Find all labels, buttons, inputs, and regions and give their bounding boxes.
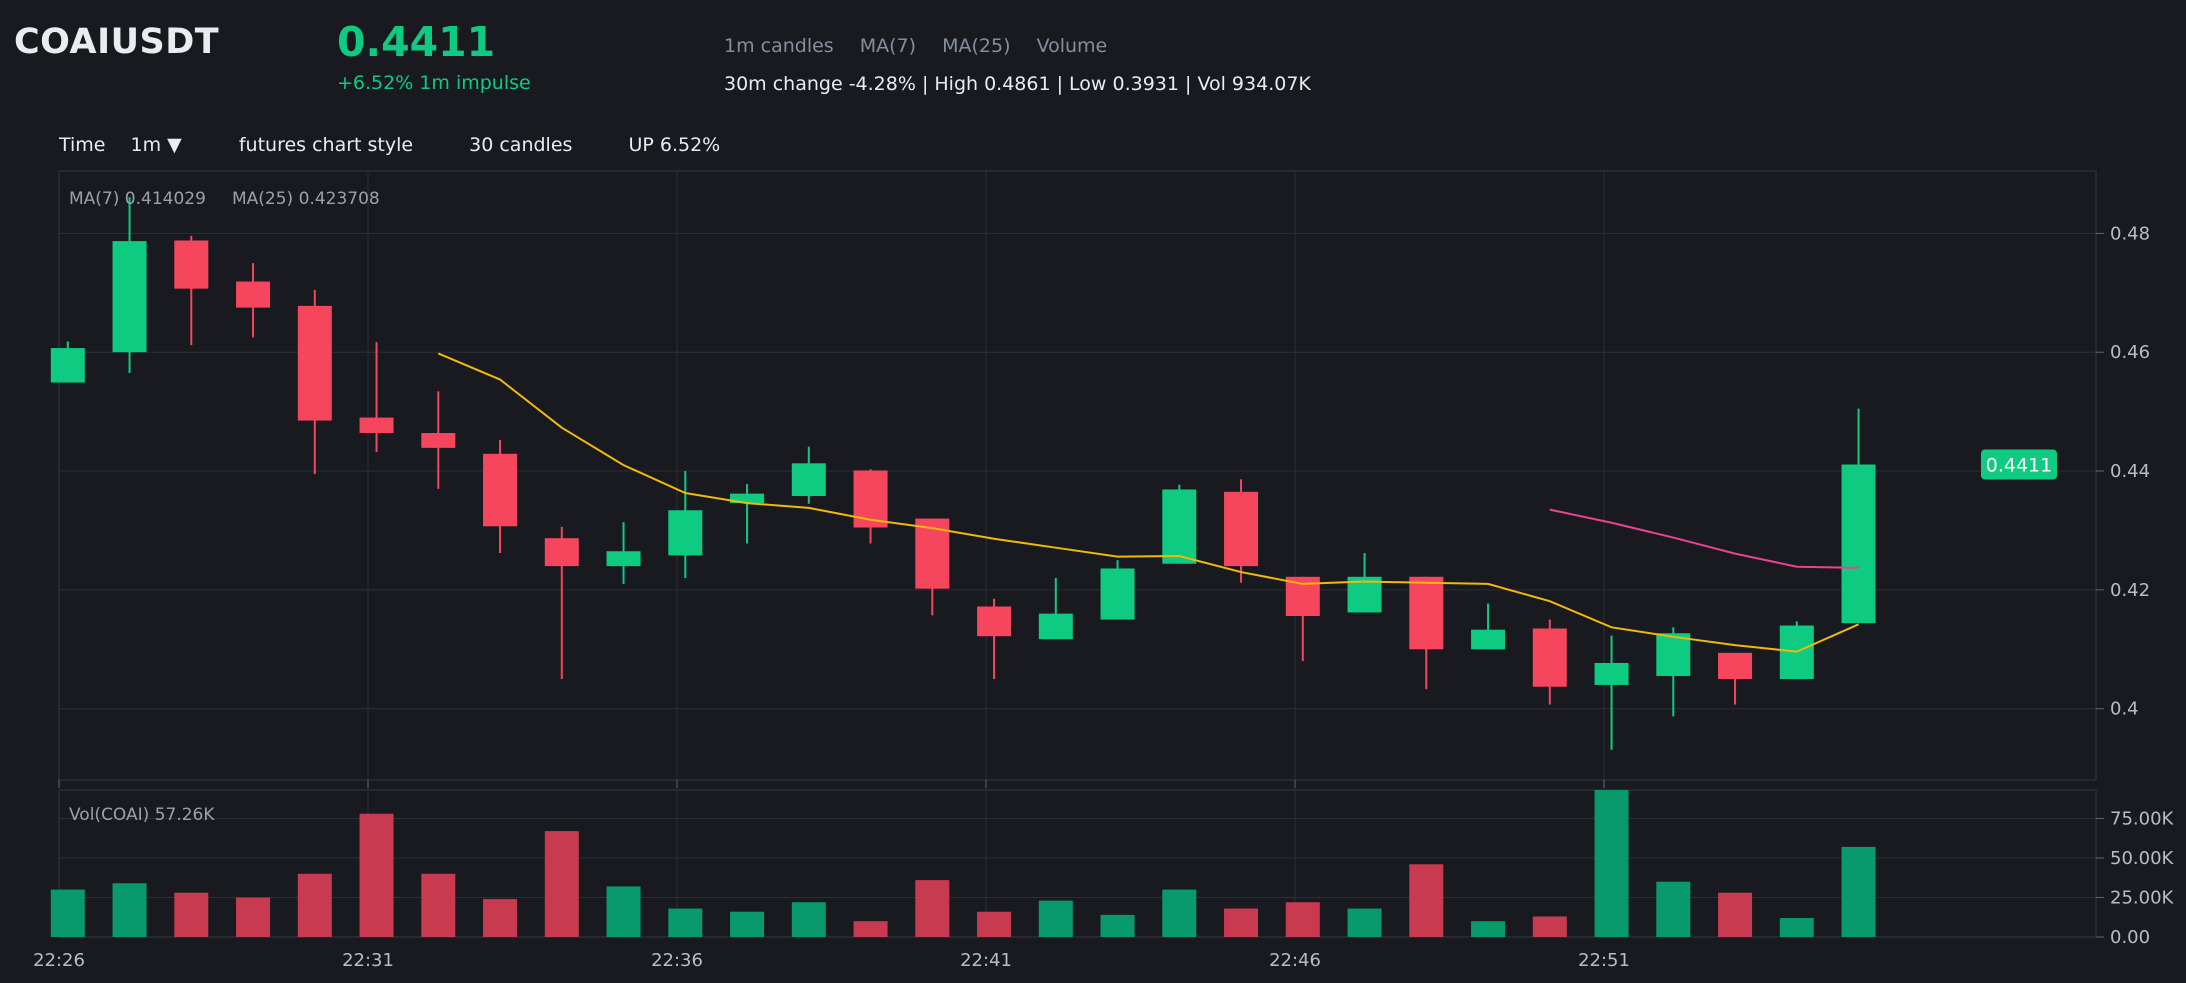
chart-style-button[interactable]: futures chart style <box>238 134 414 156</box>
volume-legend: Vol(COAI) 57.26K <box>69 805 215 825</box>
time-tick-label: 22:41 <box>960 950 1012 971</box>
ma7-legend: MA(7) 0.414029 <box>69 189 206 209</box>
volume-bar <box>1718 892 1753 937</box>
volume-bar <box>50 889 85 937</box>
time-tick-label: 22:26 <box>33 950 85 971</box>
candle-body <box>791 463 826 496</box>
volume-bar <box>359 813 394 937</box>
volume-tick-label: 75.00K <box>2110 808 2175 829</box>
price-tick-label: 0.48 <box>2110 223 2150 244</box>
volume-bar <box>297 873 332 937</box>
candle-body <box>483 453 518 527</box>
ma25-line <box>1549 508 1859 569</box>
candle-body <box>50 348 85 383</box>
candle-body <box>668 510 703 556</box>
volume-bar <box>1656 881 1691 937</box>
candle-body <box>421 433 456 448</box>
volume-bar <box>112 883 147 937</box>
candle-body <box>1718 652 1753 679</box>
price-tick-label: 0.44 <box>2110 461 2150 482</box>
summary-stats: 30m change -4.28% | High 0.4861 | Low 0.… <box>724 73 1311 95</box>
time-tick-label: 22:31 <box>342 950 394 971</box>
interval-dropdown[interactable]: 1m ▼ <box>130 134 182 156</box>
candle-body <box>236 281 271 308</box>
candle-body <box>1162 489 1197 564</box>
impulse-change: +6.52% 1m impulse <box>337 72 531 94</box>
volume-bar <box>791 902 826 937</box>
candle-body <box>1656 633 1691 677</box>
ma25-legend: MA(25) 0.423708 <box>232 189 380 209</box>
volume-bar <box>1594 790 1629 937</box>
candle-body <box>1841 464 1876 624</box>
volume-bar <box>606 886 641 937</box>
volume-tick-label: 50.00K <box>2110 848 2175 869</box>
volume-bar <box>174 892 209 937</box>
price-tick-label: 0.4 <box>2110 699 2139 720</box>
volume-bar <box>730 911 765 937</box>
volume-tick-label: 25.00K <box>2110 887 2175 908</box>
indicator-ma7[interactable]: MA(7) <box>859 35 917 57</box>
candle-body <box>174 240 209 289</box>
indicator-volume[interactable]: Volume <box>1036 35 1108 57</box>
last-price: 0.4411 <box>337 18 496 66</box>
volume-tick-label: 0.00 <box>2110 927 2150 948</box>
candle-body <box>544 538 579 567</box>
price-panel <box>58 170 2097 781</box>
candle-count: 30 candles <box>469 134 573 156</box>
last-price-badge <box>1981 449 2057 480</box>
price-tick-label: 0.46 <box>2110 342 2150 363</box>
candle-body <box>112 241 147 353</box>
candle-body <box>297 305 332 421</box>
volume-bar <box>1532 916 1567 937</box>
candle-body <box>730 493 765 504</box>
last-price-badge-label: 0.4411 <box>1986 455 2052 477</box>
symbol-title: COAIUSDT <box>14 22 220 62</box>
volume-bar <box>1347 908 1382 937</box>
candle-body <box>1409 576 1444 650</box>
volume-bar <box>853 921 888 937</box>
candle-body <box>1471 629 1506 650</box>
volume-bar <box>1471 921 1506 937</box>
price-tick-label: 0.42 <box>2110 580 2150 601</box>
indicator-candles[interactable]: 1m candles <box>724 35 834 57</box>
volume-bar <box>915 880 950 937</box>
ma7-line <box>437 352 1859 653</box>
candle-body <box>606 551 641 567</box>
candle-body <box>1100 568 1135 620</box>
time-label: Time <box>59 134 106 156</box>
direction-badge: UP 6.52% <box>628 134 721 156</box>
volume-bar <box>1224 908 1259 937</box>
volume-bar <box>1038 900 1073 937</box>
volume-bar <box>421 873 456 937</box>
volume-bar <box>1779 918 1814 937</box>
volume-bar <box>1162 889 1197 937</box>
volume-bar <box>544 831 579 937</box>
candle-body <box>1532 628 1567 687</box>
volume-bar <box>483 899 518 937</box>
candle-body <box>977 606 1012 637</box>
indicator-list: 1m candles MA(7) MA(25) Volume <box>724 35 1127 57</box>
candle-body <box>359 417 394 434</box>
volume-bar <box>668 908 703 937</box>
candle-body <box>1038 613 1073 640</box>
volume-bar <box>1409 864 1444 937</box>
candle-body <box>1224 491 1259 567</box>
volume-bar <box>1841 846 1876 937</box>
time-tick-label: 22:51 <box>1578 950 1630 971</box>
candle-body <box>1594 662 1629 685</box>
volume-bar <box>1285 902 1320 937</box>
volume-bar <box>977 911 1012 937</box>
chart-toolbar: Time 1m ▼ futures chart style 30 candles… <box>59 134 720 156</box>
time-tick-label: 22:36 <box>651 950 703 971</box>
time-tick-label: 22:46 <box>1269 950 1321 971</box>
indicator-ma25[interactable]: MA(25) <box>942 35 1011 57</box>
volume-bar <box>1100 914 1135 937</box>
volume-bar <box>236 897 271 937</box>
